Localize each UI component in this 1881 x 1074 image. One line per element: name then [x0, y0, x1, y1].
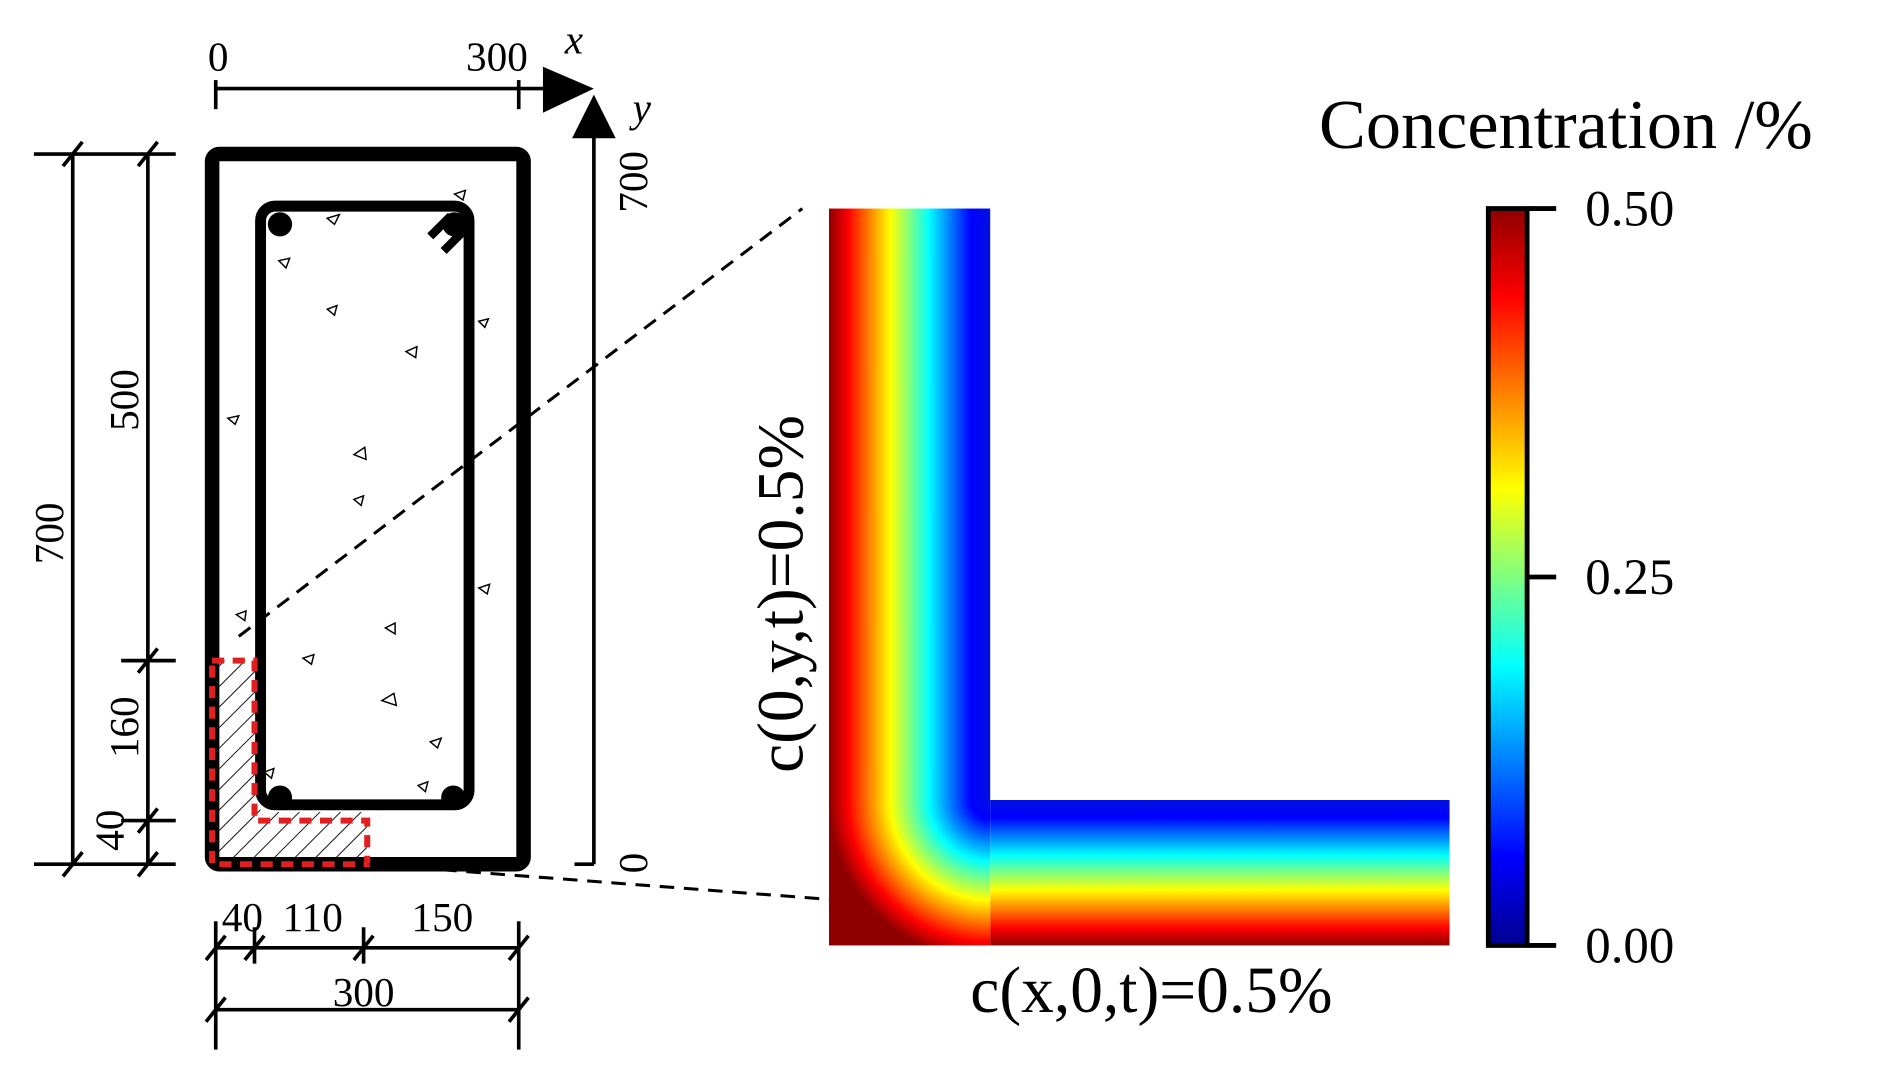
zoom-line [237, 207, 804, 638]
colorbar [1485, 206, 1530, 948]
dimension: 150 [411, 894, 473, 940]
x-tick: 300 [466, 33, 528, 79]
colorbar-tick-label: 0.50 [1585, 182, 1674, 238]
hatch [219, 660, 368, 857]
dimension: 300 [333, 969, 395, 1015]
dimension: 40 [87, 810, 133, 851]
dimension: 110 [283, 894, 343, 940]
field-vertical [828, 208, 991, 801]
colorbar-tick-label: 0.00 [1585, 918, 1674, 974]
bottom-dimensions [204, 921, 530, 1050]
rebar [267, 212, 293, 237]
y-label: y [629, 84, 652, 130]
colorbar-title: Concentration /% [1319, 86, 1813, 164]
field-horizontal [990, 800, 1450, 946]
dimension: 700 [26, 502, 72, 564]
aggregate [226, 189, 491, 793]
axes [213, 80, 596, 867]
dimension: 500 [101, 369, 147, 431]
rebar [441, 785, 466, 810]
left-dimensions [33, 140, 176, 878]
x-label: x [564, 16, 583, 62]
x-arrow [542, 66, 594, 113]
concentration-field [828, 208, 1450, 946]
zoom-region [209, 657, 371, 868]
y-arrow [572, 94, 616, 139]
rebar [267, 785, 293, 810]
colorbar-tick-label: 0.25 [1585, 550, 1674, 606]
x-tick: 0 [208, 33, 229, 79]
dimension: 160 [101, 696, 147, 758]
stirrup [255, 200, 475, 811]
boundary-condition: c(x,0,t)=0.5% [970, 955, 1332, 1027]
hook [427, 212, 468, 254]
colorbar-ticks: 0.50 0.25 0.00 [1527, 182, 1674, 974]
y-tick: 0 [610, 853, 656, 874]
cross-section [204, 146, 830, 901]
zoom-line [369, 862, 830, 901]
field-corner [828, 800, 991, 946]
dimension: 40 [222, 894, 263, 940]
boundary-condition: c(0,y,t)=0.5% [745, 415, 817, 773]
y-tick: 700 [610, 151, 656, 213]
